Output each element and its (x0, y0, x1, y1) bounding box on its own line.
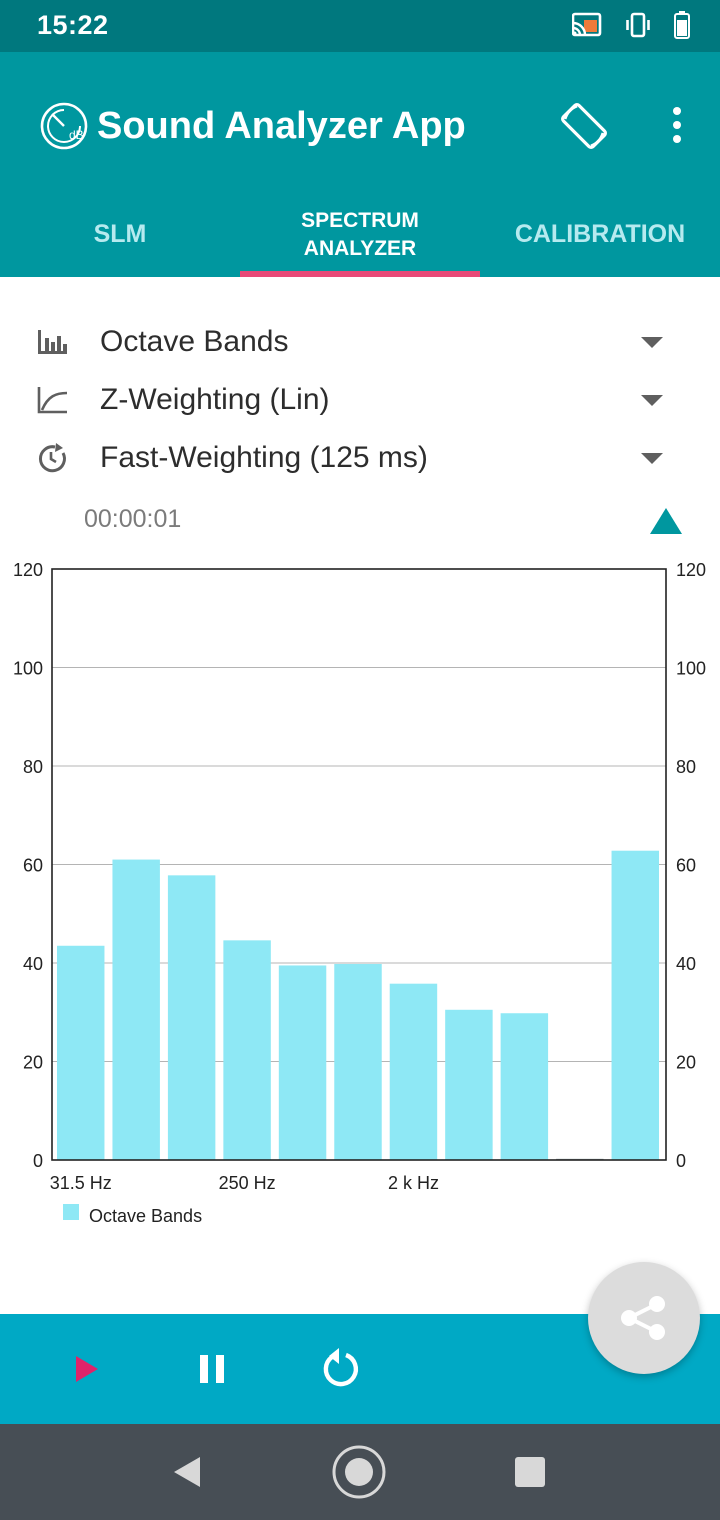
chart-bar (611, 850, 659, 1160)
frequency-weighting-value: Z-Weighting (Lin) (100, 383, 330, 416)
weighting-curve-icon (36, 384, 68, 416)
chart-bar (445, 1009, 493, 1160)
system-nav-bar (0, 1424, 720, 1520)
tab-slm[interactable]: SLM (0, 192, 240, 277)
chart-bar (278, 965, 327, 1160)
logo-text: dB (69, 128, 84, 142)
pause-icon[interactable] (187, 1344, 237, 1394)
chart-bar (112, 859, 160, 1160)
tab-spectrum-label-line1: SPECTRUM (301, 208, 419, 232)
y-tick-label-right: 120 (676, 560, 706, 580)
tab-calibration-label: CALIBRATION (514, 220, 686, 248)
back-icon[interactable] (160, 1444, 216, 1500)
chevron-down-icon (641, 453, 663, 464)
app-title: Sound Analyzer App (97, 105, 466, 147)
play-icon[interactable] (62, 1344, 112, 1394)
y-tick-label-left: 120 (13, 560, 43, 580)
tab-slm-label: SLM (93, 220, 147, 248)
tab-calibration[interactable]: CALIBRATION (480, 192, 720, 277)
tab-spectrum-analyzer[interactable]: SPECTRUM ANALYZER (240, 192, 480, 277)
chart-bar (334, 963, 382, 1160)
sound-analyzer-logo-icon: dB (39, 101, 89, 156)
screen-rotation-icon[interactable] (557, 99, 611, 153)
chart-bar (57, 945, 105, 1160)
y-tick-label-left: 0 (33, 1151, 43, 1171)
collapse-settings-icon[interactable] (650, 508, 682, 534)
chevron-down-icon (641, 337, 663, 348)
share-button[interactable] (588, 1262, 700, 1374)
recents-icon[interactable] (502, 1444, 558, 1500)
x-tick-label: 250 Hz (219, 1173, 276, 1193)
status-icons (571, 11, 690, 44)
vibrate-icon (624, 12, 652, 43)
y-tick-label-right: 40 (676, 954, 696, 974)
plot-frame (51, 568, 667, 1161)
legend-swatch (63, 1204, 79, 1220)
x-tick-label: 31.5 Hz (50, 1173, 112, 1193)
status-time: 15:22 (37, 10, 109, 40)
timer-icon (36, 442, 68, 474)
bar-chart-icon (36, 326, 68, 358)
elapsed-time: 00:00:01 (84, 505, 182, 533)
reset-icon[interactable] (315, 1344, 365, 1394)
y-tick-label-right: 0 (676, 1151, 686, 1171)
chevron-down-icon (641, 395, 663, 406)
frequency-weighting-dropdown[interactable]: Z-Weighting (Lin) (0, 374, 720, 426)
y-tick-label-left: 60 (23, 856, 43, 876)
time-weighting-dropdown[interactable]: Fast-Weighting (125 ms) (0, 432, 720, 484)
y-tick-label-left: 80 (23, 757, 43, 777)
y-tick-label-right: 100 (676, 659, 706, 679)
y-tick-label-left: 100 (13, 659, 43, 679)
band-mode-dropdown[interactable]: Octave Bands (0, 316, 720, 368)
y-tick-label-right: 60 (676, 856, 696, 876)
more-vert-icon[interactable] (660, 102, 694, 148)
y-tick-label-left: 40 (23, 954, 43, 974)
home-icon[interactable] (331, 1444, 387, 1500)
spectrum-chart: 0 0 20 20 40 40 60 60 80 80 100 100 120 120 31.5 Hz 250… (13, 560, 706, 1226)
chart-bar (167, 875, 216, 1160)
chart-bar (500, 1013, 549, 1160)
x-tick-label: 2 k Hz (388, 1173, 439, 1193)
y-tick-label-left: 20 (23, 1053, 43, 1073)
y-tick-label-right: 80 (676, 757, 696, 777)
chart-bar (223, 940, 271, 1160)
share-icon (621, 1296, 665, 1340)
chart-bar (389, 983, 438, 1160)
tab-spectrum-label-line2: ANALYZER (303, 236, 417, 260)
band-mode-value: Octave Bands (100, 325, 289, 358)
y-tick-label-right: 20 (676, 1053, 696, 1073)
app-bar: dB Sound Analyzer App SLM SPECTRUM ANALY… (0, 52, 720, 277)
time-weighting-value: Fast-Weighting (125 ms) (100, 441, 428, 474)
legend-label: Octave Bands (89, 1206, 202, 1226)
status-bar: 15:22 (0, 0, 720, 52)
cast-icon (571, 12, 602, 43)
battery-icon (674, 11, 690, 44)
tab-indicator (240, 271, 480, 277)
